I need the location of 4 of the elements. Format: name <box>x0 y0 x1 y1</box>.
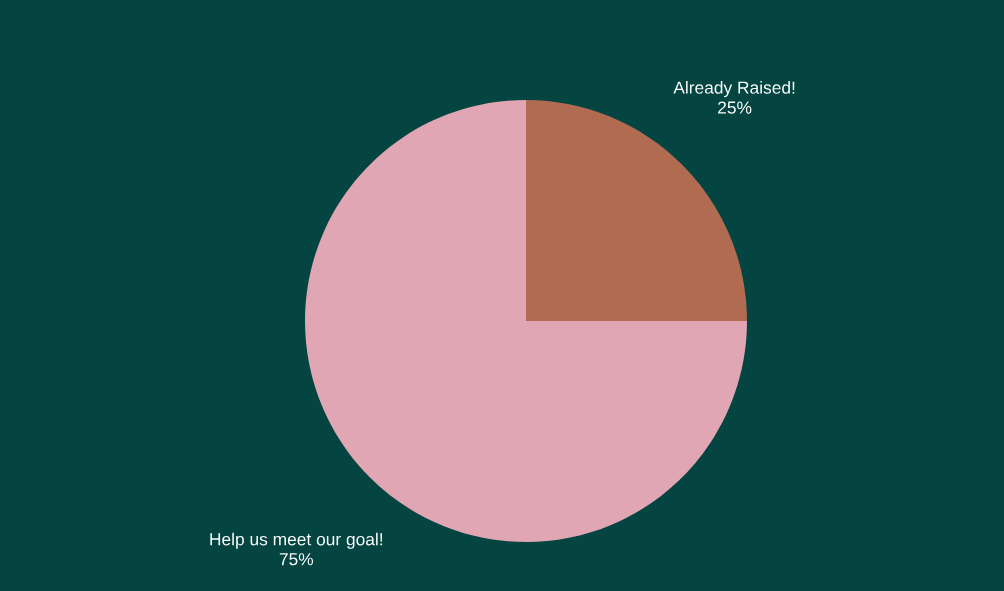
data-label: 75% <box>279 553 314 566</box>
slice-label: Help us meet our goal! <box>210 532 383 549</box>
slice-label: Already Raised! <box>673 81 795 98</box>
data-label: 25% <box>718 101 752 114</box>
